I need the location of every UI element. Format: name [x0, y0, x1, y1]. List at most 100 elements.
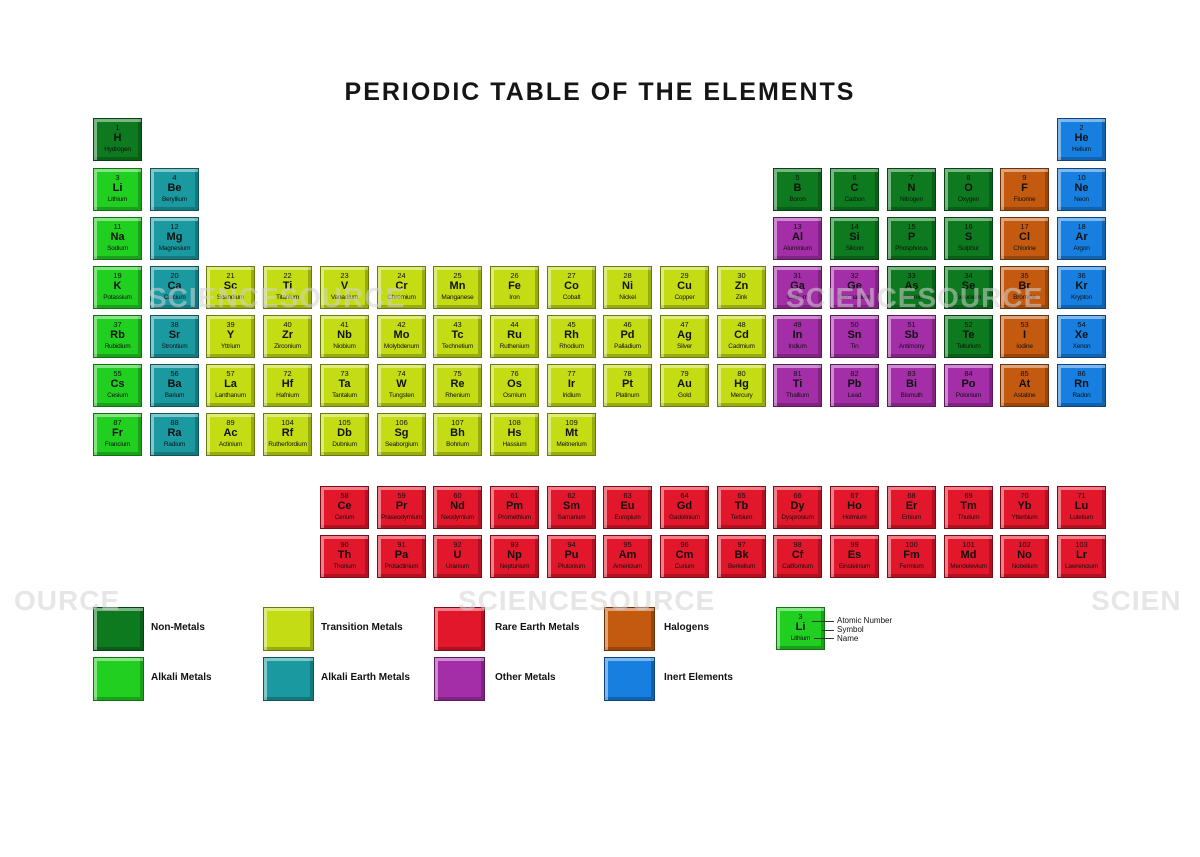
element-cell: 4 Be Beryllium	[150, 168, 199, 211]
element-cell: 74 W Tungsten	[377, 364, 426, 407]
element-symbol: Bh	[450, 427, 465, 439]
element-atomic-number: 108	[508, 418, 521, 427]
element-atomic-number: 51	[907, 320, 916, 329]
element-cell: 46 Pd Palladium	[603, 315, 652, 358]
element-name: Carbon	[844, 196, 865, 203]
element-symbol: In	[792, 329, 803, 341]
element-atomic-number: 9	[1022, 173, 1027, 182]
element-cell: 29 Cu Copper	[660, 266, 709, 309]
element-atomic-number: 52	[964, 320, 973, 329]
element-cell: 80 Hg Mercury	[717, 364, 766, 407]
element-cell: 5 B Boron	[773, 168, 822, 211]
element-symbol: Nb	[337, 329, 352, 341]
element-name: Zirconium	[274, 343, 301, 350]
element-symbol: Bk	[734, 549, 749, 561]
element-symbol: Ti	[282, 280, 293, 292]
element-cell: 90 Th Thorium	[320, 535, 369, 578]
element-cell: 79 Au Gold	[660, 364, 709, 407]
element-symbol: As	[904, 280, 919, 292]
element-cell: 58 Ce Cerium	[320, 486, 369, 529]
element-cell: 6 C Carbon	[830, 168, 879, 211]
element-atomic-number: 21	[226, 271, 235, 280]
element-cell: 57 La Lanthanum	[206, 364, 255, 407]
element-symbol: Al	[792, 231, 803, 243]
element-symbol: Pu	[564, 549, 579, 561]
element-atomic-number: 36	[1077, 271, 1086, 280]
element-cell: 23 V Vanadium	[320, 266, 369, 309]
element-cell: 22 Ti Titanium	[263, 266, 312, 309]
element-cell: 104 Rf Rutherfordium	[263, 413, 312, 456]
element-name: Neon	[1074, 196, 1089, 203]
element-atomic-number: 14	[850, 222, 859, 231]
element-atomic-number: 87	[113, 418, 122, 427]
element-cell: 9 F Fluorine	[1000, 168, 1049, 211]
page-title: PERIODIC TABLE OF THE ELEMENTS	[344, 78, 856, 106]
element-atomic-number: 63	[623, 491, 632, 500]
element-atomic-number: 82	[850, 369, 859, 378]
element-name: Arsenic	[901, 294, 922, 301]
element-cell: 71 Lu Lutetium	[1057, 486, 1106, 529]
element-cell: 41 Nb Niobium	[320, 315, 369, 358]
element-symbol: Si	[849, 231, 860, 243]
element-cell: 84 Po Polonium	[944, 364, 993, 407]
element-cell: 20 Ca Calcium	[150, 266, 199, 309]
element-cell: 64 Gd Gadolinium	[660, 486, 709, 529]
element-cell: 67 Ho Holmium	[830, 486, 879, 529]
element-name: Cobalt	[562, 294, 581, 301]
element-symbol: Md	[960, 549, 977, 561]
element-cell: 21 Sc Scandium	[206, 266, 255, 309]
element-symbol: Pd	[620, 329, 635, 341]
element-cell: 53 I Iodine	[1000, 315, 1049, 358]
element-name: Ruthenium	[499, 343, 530, 350]
element-atomic-number: 40	[283, 320, 292, 329]
element-atomic-number: 29	[680, 271, 689, 280]
element-symbol: Bi	[906, 378, 917, 390]
element-cell: 96 Cm Curium	[660, 535, 709, 578]
element-symbol: Pt	[622, 378, 633, 390]
element-cell: 40 Zr Zirconium	[263, 315, 312, 358]
element-name: Astatine	[1013, 392, 1036, 399]
legend-label: Non-Metals	[151, 622, 205, 633]
element-name: Niobium	[333, 343, 356, 350]
element-symbol: Am	[618, 549, 637, 561]
element-cell: 49 In Indium	[773, 315, 822, 358]
element-cell: 50 Sn Tin	[830, 315, 879, 358]
element-atomic-number: 47	[680, 320, 689, 329]
element-name: Holmium	[842, 514, 867, 521]
element-symbol: Ru	[507, 329, 522, 341]
element-atomic-number: 26	[510, 271, 519, 280]
element-name: Tellurium	[956, 343, 981, 350]
element-symbol: Br	[1018, 280, 1031, 292]
element-name: Berkelium	[727, 563, 756, 570]
element-symbol: La	[224, 378, 237, 390]
element-atomic-number: 97	[737, 540, 746, 549]
element-symbol: He	[1074, 132, 1089, 144]
element-cell: 106 Sg Seaborgium	[377, 413, 426, 456]
element-cell: 43 Tc Technetium	[433, 315, 482, 358]
element-name: Tin	[850, 343, 859, 350]
element-name: Lutetium	[1069, 514, 1094, 521]
element-symbol: Cr	[395, 280, 408, 292]
element-cell: 108 Hs Hassium	[490, 413, 539, 456]
element-atomic-number: 83	[907, 369, 916, 378]
element-name: Rutherfordium	[268, 441, 307, 448]
element-cell: 35 Br Bromine	[1000, 266, 1049, 309]
element-name: Titanium	[275, 294, 300, 301]
element-cell: 19 K Potassium	[93, 266, 142, 309]
element-symbol: Re	[450, 378, 465, 390]
element-atomic-number: 68	[907, 491, 916, 500]
legend-label: Alkali Metals	[151, 672, 212, 683]
element-atomic-number: 33	[907, 271, 916, 280]
element-atomic-number: 24	[397, 271, 406, 280]
element-atomic-number: 59	[397, 491, 406, 500]
element-symbol: W	[396, 378, 407, 390]
element-symbol: Cs	[110, 378, 125, 390]
element-symbol: Dy	[790, 500, 805, 512]
element-atomic-number: 105	[338, 418, 351, 427]
element-name: Californium	[782, 563, 813, 570]
legend-swatch	[93, 657, 144, 701]
element-cell: 36 Kr Krypton	[1057, 266, 1106, 309]
element-symbol: Ir	[567, 378, 576, 390]
element-symbol: At	[1018, 378, 1031, 390]
element-name: Antimony	[898, 343, 925, 350]
